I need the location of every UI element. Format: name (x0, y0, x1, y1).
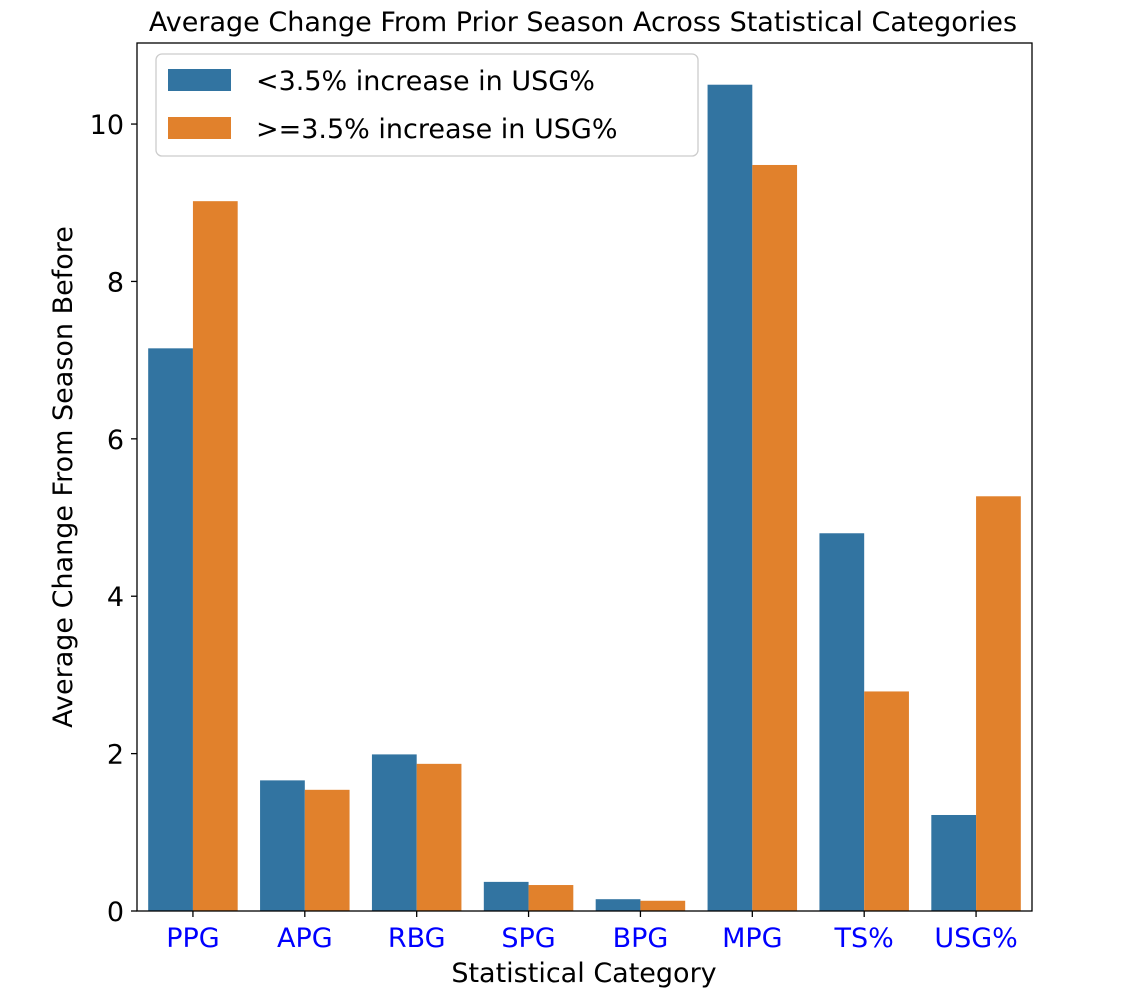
y-axis: 0 2 4 6 8 10 (90, 110, 137, 928)
x-tick-label: SPG (501, 923, 555, 954)
legend-label-series-1: <3.5% increase in USG% (256, 66, 595, 97)
x-tick-label: PPG (166, 923, 220, 954)
legend-frame (155, 53, 699, 157)
legend-swatch-series-1 (168, 69, 231, 91)
y-tick-label: 8 (107, 267, 124, 298)
chart-title: Average Change From Prior Season Across … (149, 7, 1017, 38)
bar-usgpct-series-2 (976, 496, 1021, 911)
bar-bpg-series-1 (595, 899, 641, 911)
bar-rbg-series-2 (416, 763, 462, 911)
x-axis: PPG APG RBG SPG BPG MPG TS% USG% (166, 911, 1018, 954)
bar-usgpct-series-1 (931, 814, 977, 911)
legend-swatch-series-2 (168, 117, 231, 139)
bar-ppg-series-2 (192, 201, 238, 911)
x-tick-label: TS% (834, 923, 894, 954)
x-tick-label: MPG (722, 923, 783, 954)
bar-apg-series-1 (260, 780, 305, 911)
bar-spg-series-1 (483, 881, 529, 911)
y-tick-label: 10 (90, 110, 124, 141)
y-tick-label: 4 (107, 582, 124, 613)
bar-bpg-series-2 (640, 900, 686, 911)
bar-ppg-series-1 (148, 348, 193, 911)
bar-rbg-series-1 (371, 754, 417, 911)
y-tick-label: 0 (107, 897, 124, 928)
x-tick-label: APG (277, 923, 333, 954)
x-tick-label: BPG (613, 923, 669, 954)
x-tick-label: USG% (934, 923, 1017, 954)
legend: <3.5% increase in USG% >=3.5% increase i… (155, 53, 699, 157)
bar-tspct-series-1 (819, 533, 865, 911)
y-tick-label: 2 (107, 740, 124, 771)
bar-apg-series-2 (304, 789, 350, 911)
legend-label-series-2: >=3.5% increase in USG% (256, 114, 617, 145)
x-tick-label: RBG (388, 923, 446, 954)
plot-frame (136, 42, 1033, 912)
bar-mpg-series-1 (707, 84, 753, 911)
bar-mpg-series-2 (752, 164, 798, 911)
bar-spg-series-2 (528, 885, 574, 911)
y-axis-label: Average Change From Season Before (48, 226, 79, 728)
bar-tspct-series-2 (864, 691, 909, 911)
y-tick-label: 6 (107, 425, 124, 456)
bars-group (148, 84, 1021, 911)
x-axis-label: Statistical Category (451, 958, 716, 989)
